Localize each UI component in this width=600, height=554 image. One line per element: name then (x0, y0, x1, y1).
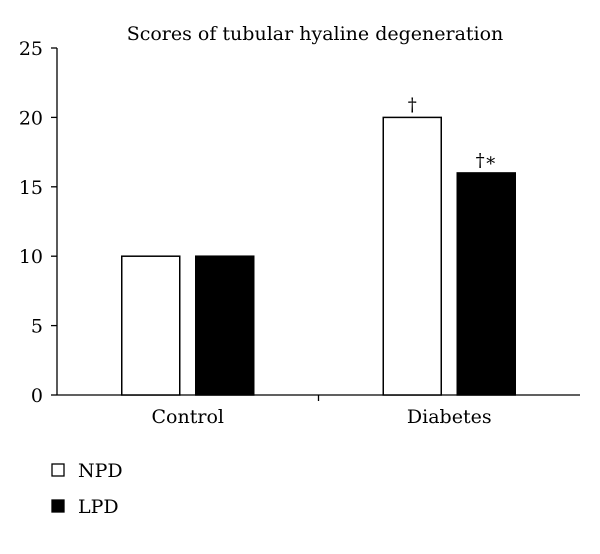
significance-mark: † (408, 94, 417, 115)
legend-swatch-lpd (51, 499, 65, 513)
annotations: † †∗ (408, 94, 497, 171)
legend: NPD LPD (51, 460, 123, 518)
bars (121, 116, 516, 396)
axes: 0 5 10 15 20 25 Control Diabetes (19, 38, 580, 428)
chart-title: Scores of tubular hyaline degeneration (127, 23, 504, 45)
x-tick-label-diabetes: Diabetes (407, 406, 492, 428)
bar-lpd-control (195, 255, 255, 396)
legend-label-lpd: LPD (78, 496, 119, 518)
y-tick-label: 5 (31, 316, 43, 338)
bar-npd-diabetes (382, 116, 442, 396)
y-tick-label: 10 (19, 246, 43, 268)
y-tick-label: 15 (19, 177, 43, 199)
x-tick-label-control: Control (152, 406, 224, 428)
y-tick-label: 0 (31, 385, 43, 407)
y-tick-label: 25 (19, 38, 43, 60)
y-tick-label: 20 (19, 107, 43, 129)
bar-lpd-diabetes (456, 172, 516, 396)
legend-label-npd: NPD (78, 460, 123, 482)
legend-swatch-npd (51, 463, 65, 477)
bar-npd-control (121, 255, 181, 396)
significance-mark: †∗ (476, 150, 497, 171)
